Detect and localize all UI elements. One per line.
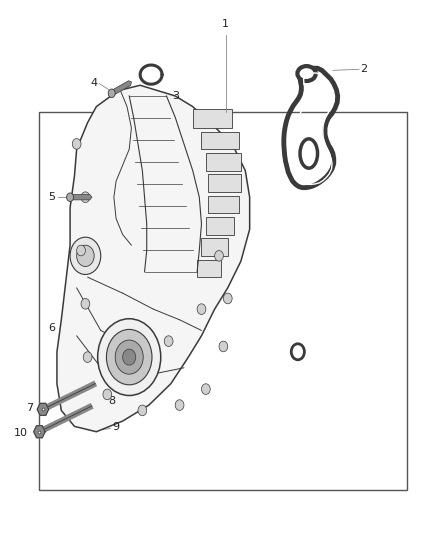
Bar [197, 260, 221, 277]
Circle shape [98, 319, 161, 395]
Polygon shape [57, 85, 250, 432]
Circle shape [115, 340, 143, 374]
Circle shape [219, 341, 228, 352]
Bar [208, 174, 241, 192]
Bar [39, 112, 407, 490]
Circle shape [67, 193, 74, 201]
Circle shape [223, 293, 232, 304]
Polygon shape [34, 426, 45, 438]
Circle shape [103, 389, 112, 400]
Ellipse shape [297, 66, 316, 81]
Circle shape [77, 245, 85, 256]
Circle shape [164, 336, 173, 346]
Bar [201, 238, 228, 256]
Circle shape [215, 251, 223, 261]
Text: 9: 9 [113, 423, 120, 432]
Text: 5: 5 [48, 192, 55, 202]
Circle shape [291, 344, 304, 360]
Text: 7: 7 [26, 403, 33, 413]
FancyArrow shape [70, 195, 92, 200]
Text: 6: 6 [48, 323, 55, 333]
Ellipse shape [303, 143, 314, 164]
Ellipse shape [300, 139, 318, 168]
Bar [193, 109, 232, 128]
Text: 2: 2 [360, 64, 367, 74]
Circle shape [201, 384, 210, 394]
FancyArrow shape [111, 80, 131, 96]
Circle shape [81, 298, 90, 309]
Text: 4: 4 [91, 78, 98, 87]
Circle shape [83, 352, 92, 362]
Text: 10: 10 [14, 428, 28, 438]
Circle shape [123, 349, 136, 365]
Circle shape [70, 237, 101, 274]
Circle shape [72, 139, 81, 149]
Bar [206, 153, 241, 171]
Polygon shape [37, 403, 49, 415]
Text: 3: 3 [172, 91, 179, 101]
Text: 1: 1 [222, 19, 229, 29]
Circle shape [175, 400, 184, 410]
Circle shape [108, 89, 115, 98]
Bar [208, 196, 239, 213]
Bar [201, 132, 239, 149]
Bar [206, 217, 234, 235]
Circle shape [197, 304, 206, 314]
Circle shape [138, 405, 147, 416]
Text: 8: 8 [108, 396, 115, 406]
Circle shape [106, 329, 152, 385]
Circle shape [77, 245, 94, 266]
Circle shape [81, 192, 90, 203]
